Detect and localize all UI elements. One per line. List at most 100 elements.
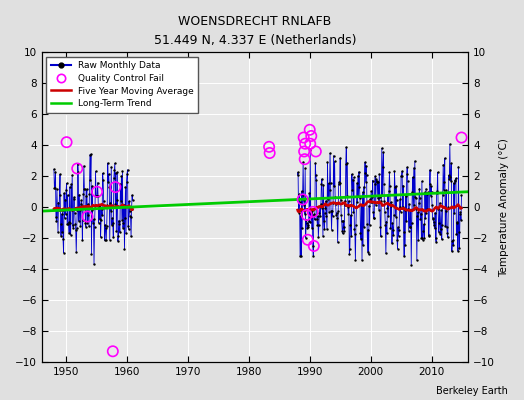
Point [425,180,434,187]
Point [390,168,399,174]
Point [101,237,109,244]
Point [391,214,400,220]
Point [398,204,407,210]
Point [415,186,423,192]
Point [312,177,321,183]
Point [388,240,396,247]
Point [452,230,461,237]
Point [435,200,444,206]
Point [449,242,457,249]
Point [452,175,460,182]
Point [412,195,420,201]
Point [323,226,331,232]
Point [294,169,302,176]
Point [357,236,365,242]
Point [342,161,350,168]
Point [362,178,370,185]
Point [429,219,438,226]
Point [331,194,340,200]
Point [363,172,371,178]
Point [400,206,409,213]
Point [454,248,462,254]
Point [104,160,112,166]
Point [125,207,134,214]
Point [57,232,65,239]
Point [455,245,464,251]
Point [69,224,78,231]
Point [73,207,81,214]
Point [414,200,423,206]
Point [389,231,398,238]
Point [411,158,419,164]
Point [108,215,116,222]
Point [309,242,317,249]
Point [337,212,345,218]
Point [301,140,309,147]
Point [445,141,454,147]
Point [118,168,127,174]
Point [105,184,113,190]
Point [448,238,456,244]
Point [430,222,438,228]
Point [81,186,89,192]
Point [75,191,83,198]
Point [358,257,366,264]
Point [372,176,380,182]
Point [444,204,453,210]
Point [299,197,308,204]
Point [55,207,63,214]
Point [345,250,354,257]
Point [364,249,372,255]
Point [51,169,60,175]
Point [309,209,317,215]
Point [66,184,74,190]
Point [342,144,351,150]
Point [300,211,309,217]
Point [427,192,435,199]
Point [419,237,427,243]
Point [371,173,379,180]
Point [111,160,119,167]
Point [455,228,463,235]
Point [324,196,332,202]
Point [405,201,413,207]
Point [320,226,329,233]
Point [370,181,379,188]
Point [385,169,394,176]
Point [424,233,433,239]
Point [309,253,318,259]
Point [63,192,72,198]
Point [331,158,339,165]
Point [106,208,115,214]
Point [403,178,412,184]
Point [380,181,388,188]
Point [423,190,431,197]
Point [422,210,431,217]
Point [73,165,81,172]
Point [94,193,102,199]
Point [436,230,444,237]
Point [265,144,274,150]
Point [95,203,103,209]
Point [100,198,108,204]
Point [399,182,407,189]
Point [326,180,335,186]
Point [74,169,82,176]
Point [359,242,367,248]
Point [313,222,322,228]
Point [381,250,390,257]
Point [79,191,88,198]
Point [400,253,408,260]
Point [119,220,128,226]
Point [307,214,315,220]
Point [306,147,314,153]
Point [71,220,80,227]
Point [334,207,342,214]
Point [453,219,462,226]
Point [376,224,385,230]
Point [64,221,72,227]
Point [72,249,81,256]
Point [438,236,446,242]
Point [410,165,418,171]
Point [81,220,90,226]
